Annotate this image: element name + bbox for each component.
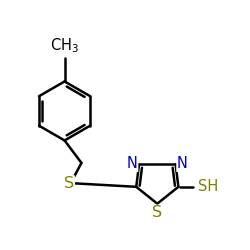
Text: S: S (64, 176, 74, 191)
Text: SH: SH (198, 179, 218, 194)
Text: CH$_3$: CH$_3$ (50, 36, 79, 55)
Text: N: N (127, 156, 138, 171)
Text: S: S (152, 205, 162, 220)
Text: N: N (177, 156, 188, 171)
